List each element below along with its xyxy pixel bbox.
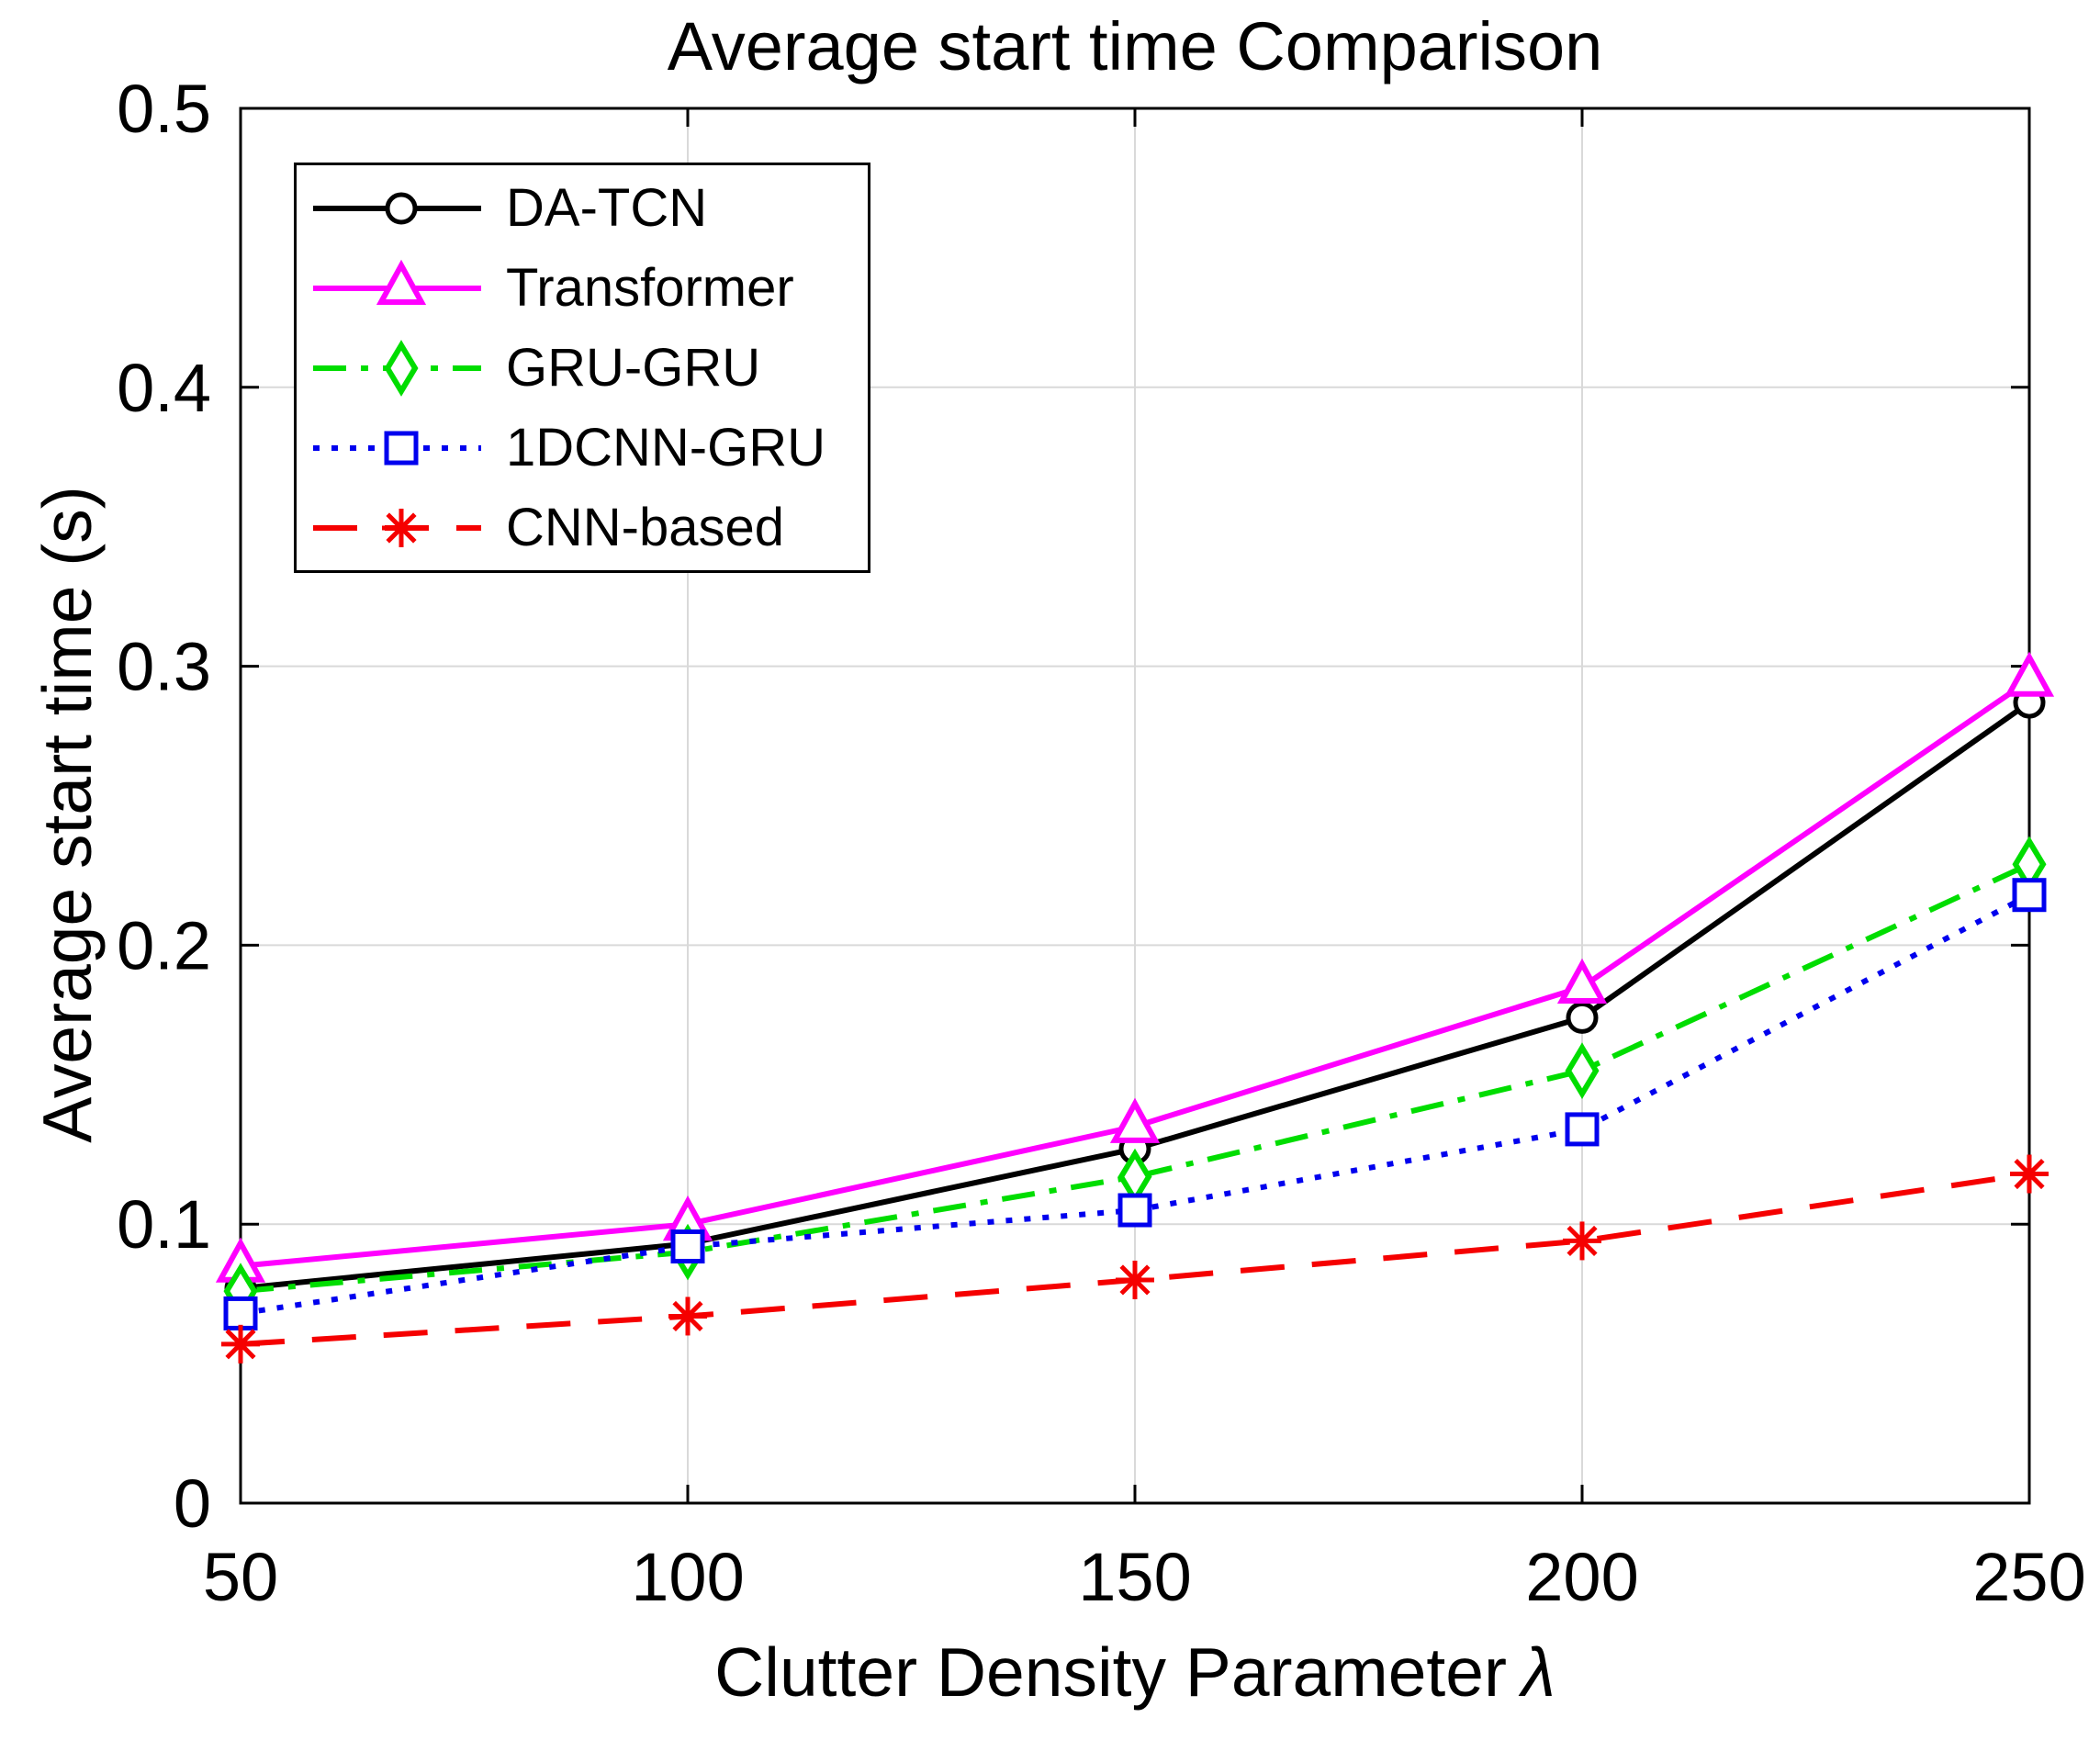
x-tick-label: 200: [1525, 1539, 1638, 1615]
asterisk-marker: [1116, 1260, 1154, 1299]
y-tick-label: 0.5: [117, 71, 211, 147]
asterisk-marker: [668, 1297, 707, 1336]
triangle-marker: [2004, 651, 2055, 697]
square-marker: [1565, 1112, 1600, 1147]
square-marker: [384, 431, 419, 465]
x-tick-label: 250: [1972, 1539, 2085, 1615]
y-tick-label: 0.2: [117, 907, 211, 983]
x-tick-label: 50: [203, 1539, 278, 1615]
legend-item-da-tcn: DA-TCN: [313, 168, 868, 248]
x-axis-label: Clutter Density Parameter λ: [241, 1633, 2029, 1712]
y-axis-label: Average start time (s): [28, 486, 106, 1143]
y-tick-labels: 0 0.1 0.2 0.3 0.4 0.5: [117, 71, 211, 1542]
legend-sample-circle: [313, 192, 481, 224]
lambda-symbol: λ: [1521, 1633, 1555, 1711]
circle-marker: [385, 192, 418, 224]
legend-label: DA-TCN: [506, 177, 708, 238]
square-marker: [223, 1296, 258, 1330]
y-tick-label: 0.4: [117, 350, 211, 426]
diamond-marker: [1565, 1042, 1600, 1099]
legend: DA-TCN Transformer GRU-GRU 1DCNN-GRU CNN-bas…: [294, 163, 870, 573]
legend-sample-square: [313, 431, 481, 465]
legend-label: Transformer: [506, 257, 794, 318]
y-tick-label: 0.1: [117, 1186, 211, 1263]
series-markers: [215, 651, 2055, 1364]
asterisk-marker: [382, 508, 421, 547]
triangle-marker: [1556, 958, 1608, 1004]
circle-marker: [1566, 1001, 1599, 1034]
series-line-gru-gru: [240, 861, 2031, 1295]
axis-ticks: [239, 107, 2031, 1505]
square-marker: [670, 1229, 705, 1264]
x-tick-label: 150: [1078, 1539, 1191, 1615]
chart-title: Average start time Comparison: [667, 8, 1603, 84]
x-tick-label: 100: [631, 1539, 744, 1615]
legend-item-cnn-based: CNN-based: [313, 488, 868, 567]
y-tick-label: 0: [174, 1465, 211, 1542]
legend-item-1dcnn-gru: 1DCNN-GRU: [313, 408, 868, 488]
asterisk-marker: [2010, 1154, 2049, 1194]
square-marker: [2012, 878, 2047, 913]
legend-label: GRU-GRU: [506, 337, 761, 398]
square-marker: [1117, 1193, 1152, 1228]
legend-label: CNN-based: [506, 497, 784, 557]
triangle-marker: [376, 259, 427, 305]
y-tick-label: 0.3: [117, 629, 211, 705]
x-tick-labels: 50 100 150 200 250: [203, 1539, 2086, 1615]
asterisk-marker: [221, 1324, 260, 1364]
legend-item-transformer: Transformer: [313, 248, 868, 328]
triangle-marker: [1109, 1097, 1161, 1143]
legend-sample-triangle: [313, 259, 481, 305]
diamond-marker: [384, 339, 419, 397]
legend-sample-diamond: [313, 339, 481, 397]
x-axis-label-text: Clutter Density Parameter: [714, 1633, 1507, 1711]
legend-label: 1DCNN-GRU: [506, 417, 825, 477]
asterisk-marker: [1563, 1221, 1601, 1261]
legend-item-gru-gru: GRU-GRU: [313, 328, 868, 408]
legend-sample-asterisk: [313, 508, 481, 547]
